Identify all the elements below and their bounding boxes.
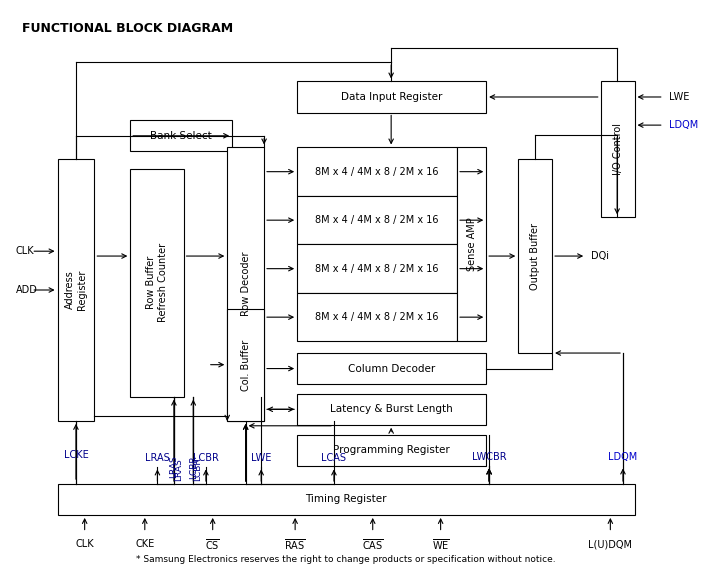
Text: * Samsung Electronics reserves the right to change products or specification wit: * Samsung Electronics reserves the right… [136,554,555,564]
Text: Col. Buffer: Col. Buffer [241,339,251,391]
Bar [297,293,457,342]
Text: Row Decoder: Row Decoder [241,252,251,317]
Text: 8M x 4 / 4M x 8 / 2M x 16: 8M x 4 / 4M x 8 / 2M x 16 [315,215,439,225]
Text: 8M x 4 / 4M x 8 / 2M x 16: 8M x 4 / 4M x 8 / 2M x 16 [315,312,439,322]
Text: $\overline{\mathrm{WE}}$: $\overline{\mathrm{WE}}$ [432,536,450,552]
Text: LRAS: LRAS [145,452,170,463]
Bar [601,81,634,218]
Bar [518,159,552,353]
Text: LCKE: LCKE [63,450,88,460]
Text: LDQM: LDQM [608,452,638,462]
Text: Bank Select: Bank Select [150,130,212,141]
Text: Row Buffer
Refresh Counter: Row Buffer Refresh Counter [146,243,168,322]
Text: I/O Control: I/O Control [612,124,622,175]
Text: Column Decoder: Column Decoder [348,364,435,374]
Text: LWCBR: LWCBR [472,452,506,462]
Text: Output Buffer: Output Buffer [530,223,540,289]
Text: 8M x 4 / 4M x 8 / 2M x 16: 8M x 4 / 4M x 8 / 2M x 16 [315,264,439,274]
Text: LRAS: LRAS [170,455,178,478]
Text: LRAS: LRAS [174,458,183,481]
Bar [297,147,457,196]
Text: Address
Register: Address Register [65,270,87,310]
Text: LCBR: LCBR [189,455,198,478]
Text: LDQM: LDQM [669,120,698,130]
Text: Programming Register: Programming Register [333,445,450,455]
Bar [457,147,486,342]
Text: $\overline{\mathrm{RAS}}$: $\overline{\mathrm{RAS}}$ [284,536,306,552]
Text: $\overline{\mathrm{CS}}$: $\overline{\mathrm{CS}}$ [205,536,220,552]
Text: Latency & Burst Length: Latency & Burst Length [330,404,453,414]
Text: Timing Register: Timing Register [306,495,386,505]
Bar [58,484,634,515]
Text: CLK: CLK [15,246,34,256]
Text: CKE: CKE [135,539,154,549]
Text: Sense AMP: Sense AMP [467,218,477,271]
Bar [297,196,457,244]
Text: DQi: DQi [591,251,609,261]
Bar [297,394,486,425]
Text: LWE: LWE [669,92,689,102]
Bar [227,309,264,421]
Text: L(U)DQM: L(U)DQM [589,539,632,549]
Bar [58,159,94,421]
Text: LCBR: LCBR [194,458,202,481]
Bar [297,244,457,293]
Text: ADD: ADD [15,285,38,295]
Text: Data Input Register: Data Input Register [341,92,442,102]
Text: LCBR: LCBR [193,452,219,463]
Bar [297,353,486,384]
Text: LCAS: LCAS [322,452,346,463]
Bar [297,434,486,466]
Bar [130,169,184,397]
Text: LWE: LWE [251,452,271,463]
Text: FUNCTIONAL BLOCK DIAGRAM: FUNCTIONAL BLOCK DIAGRAM [22,22,233,35]
Text: $\overline{\mathrm{CAS}}$: $\overline{\mathrm{CAS}}$ [362,536,384,552]
Bar [130,120,232,151]
Bar [227,147,264,421]
Text: 8M x 4 / 4M x 8 / 2M x 16: 8M x 4 / 4M x 8 / 2M x 16 [315,166,439,177]
Text: CLK: CLK [75,539,94,549]
Bar [297,81,486,113]
